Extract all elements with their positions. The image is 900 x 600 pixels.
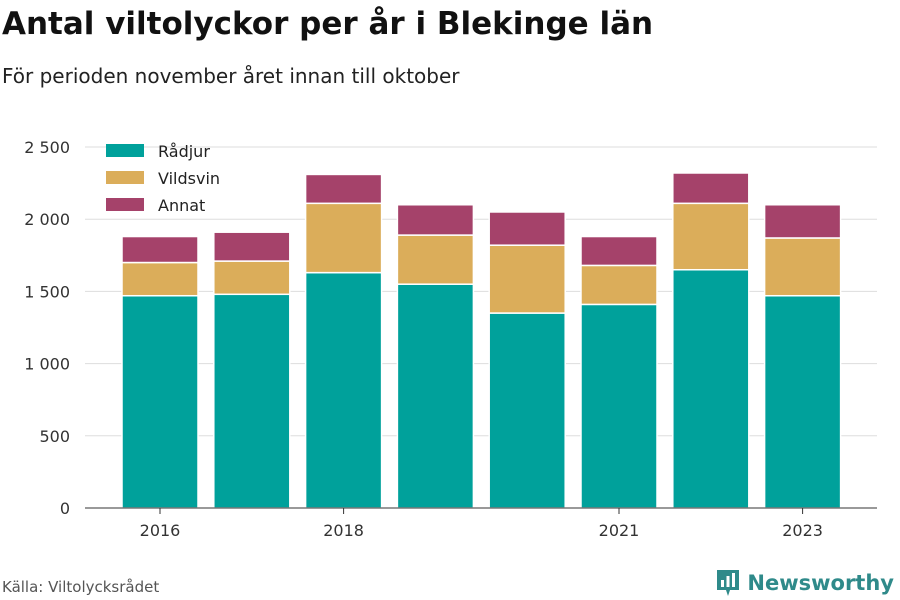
bar-segment <box>213 260 291 296</box>
y-tick-label: 1 500 <box>24 282 70 301</box>
bar-segment <box>213 293 291 509</box>
bar-segment <box>121 235 199 264</box>
bar-segment <box>304 202 383 274</box>
legend-label: Vildsvin <box>158 169 220 188</box>
bar-segment <box>488 312 566 509</box>
bar-segment <box>488 211 566 246</box>
bar-segment <box>304 271 383 509</box>
bar-segment <box>396 234 475 285</box>
legend-swatch <box>106 144 144 157</box>
x-axis-ticks: 2016 2018 2021 2023 <box>140 508 823 540</box>
legend: Rådjur Vildsvin Annat <box>106 142 220 215</box>
x-tick-label: 2016 <box>140 521 181 540</box>
bar-segment <box>763 204 842 239</box>
bar-segment <box>672 172 750 205</box>
bar-segment <box>580 264 658 306</box>
bar-segment <box>396 204 475 236</box>
chart-title: Antal viltolyckor per år i Blekinge län <box>2 6 654 42</box>
bar-segment <box>213 231 291 262</box>
y-tick-label: 500 <box>39 427 70 446</box>
brand-name: Newsworthy <box>747 571 894 595</box>
legend-swatch <box>106 198 144 211</box>
newsworthy-logo-icon <box>717 570 740 596</box>
bar-segment <box>580 303 658 509</box>
y-tick-label: 2 000 <box>24 210 70 229</box>
y-axis-ticks: 0 500 1 000 1 500 2 000 2 500 <box>24 138 70 518</box>
y-tick-label: 0 <box>60 499 70 518</box>
x-tick-label: 2021 <box>599 521 640 540</box>
bar-segment <box>488 244 566 314</box>
bars <box>121 172 842 509</box>
bar-segment <box>580 235 658 267</box>
legend-label: Rådjur <box>158 142 210 161</box>
gridlines <box>85 146 877 437</box>
legend-swatch <box>106 171 144 184</box>
x-tick-label: 2023 <box>782 521 823 540</box>
bar-segment <box>304 173 383 205</box>
y-tick-label: 2 500 <box>24 138 70 157</box>
source-note: Källa: Viltolycksrådet <box>2 578 160 596</box>
bar-segment <box>121 294 199 509</box>
legend-label: Annat <box>158 196 205 215</box>
bar-segment <box>763 294 842 509</box>
brand-logo: Newsworthy <box>715 568 894 598</box>
x-tick-label: 2018 <box>323 521 364 540</box>
bar-segment <box>763 237 842 297</box>
bar-segment <box>396 283 475 509</box>
bar-segment <box>121 261 199 297</box>
bar-segment <box>672 268 750 509</box>
y-tick-label: 1 000 <box>24 355 70 374</box>
chart-subtitle: För perioden november året innan till ok… <box>2 64 460 88</box>
bar-segment <box>672 202 750 271</box>
